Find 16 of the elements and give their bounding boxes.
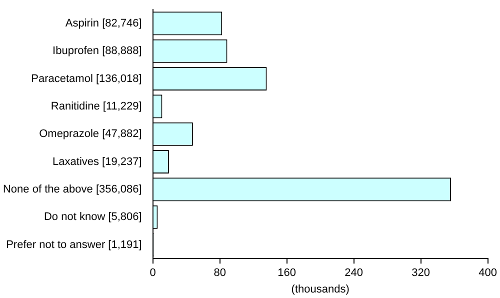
y-tick-label: Prefer not to answer [1,191] [6,238,142,251]
x-tick-label: 320 [412,267,430,280]
x-tick-label: 400 [478,267,498,280]
y-tick-label: Omeprazole [47,882] [39,128,142,140]
x-tick-label: 0 [150,267,156,280]
y-tick-label: Do not know [5,806] [44,211,142,224]
y-tick-label: Laxatives [19,237] [52,156,142,168]
y-tick-label: Ranitidine [11,229] [50,100,142,112]
y-tick-label: Ibuprofen [88,888] [52,45,142,58]
x-tick-label: 160 [278,267,296,280]
x-tick-label: 240 [344,267,364,280]
x-axis-title: (thousands) [291,283,350,296]
x-tick-label: 80 [214,267,226,280]
y-tick-label: None of the above [356,086] [2,183,142,196]
y-tick-label: Paracetamol [136,018] [31,72,142,85]
y-tick-label: Aspirin [82,746] [65,17,142,30]
